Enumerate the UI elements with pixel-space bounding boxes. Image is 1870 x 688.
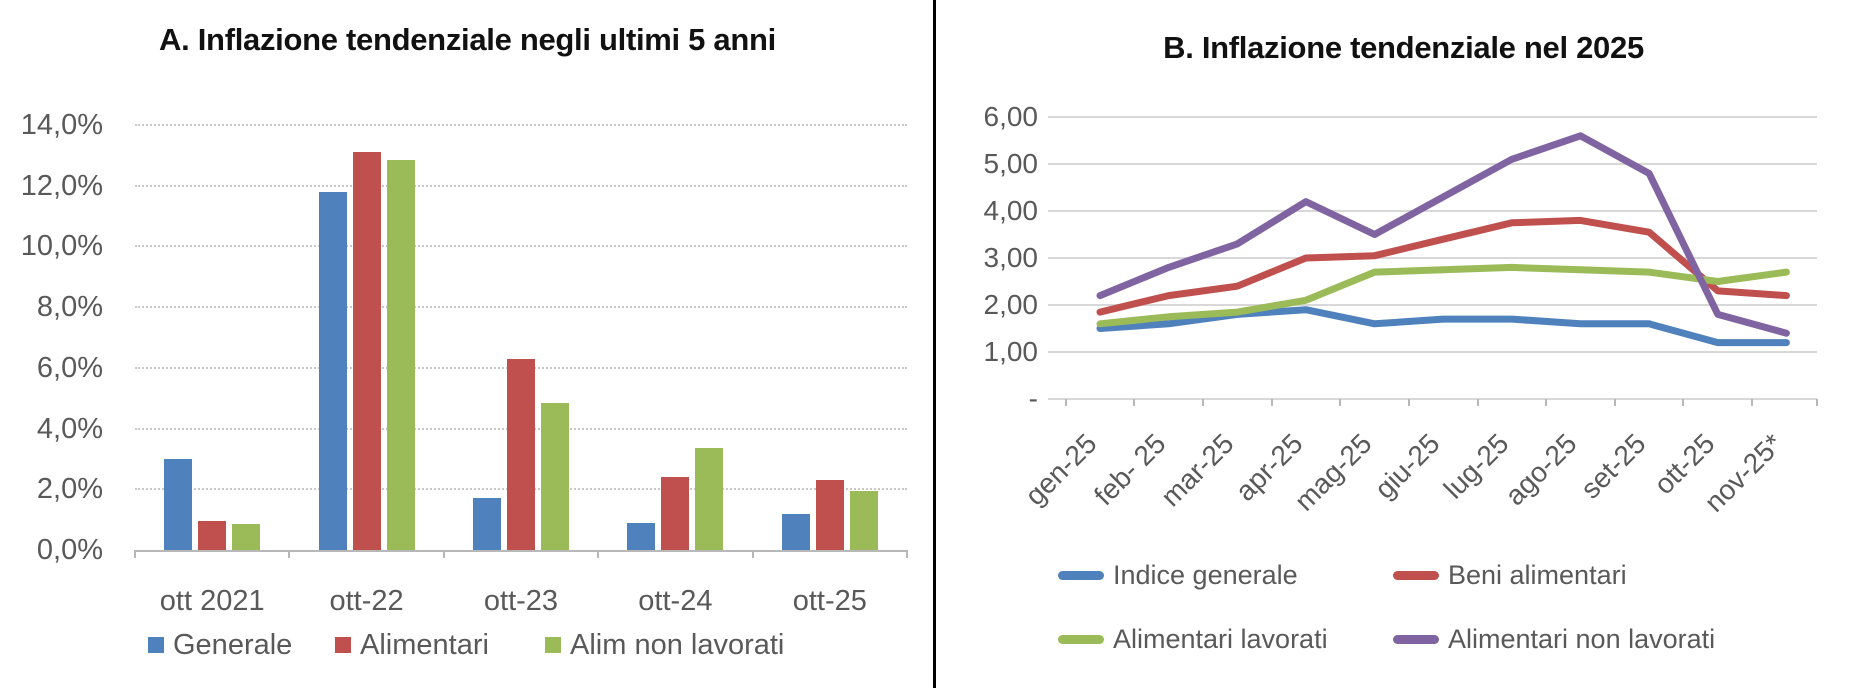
bar-alimentari-ott-24 bbox=[661, 477, 690, 550]
axis-tick bbox=[1339, 399, 1342, 406]
axis-tick bbox=[906, 550, 908, 558]
gridline bbox=[1048, 163, 1817, 165]
line-series-beni-alimentari bbox=[1096, 216, 1790, 316]
bar-alimentari-ott-25 bbox=[815, 480, 844, 550]
bar-generale-ott-2021 bbox=[164, 459, 193, 550]
legend-label: Alim non lavorati bbox=[570, 629, 785, 661]
y-axis-label: 10,0% bbox=[20, 230, 103, 263]
gridline bbox=[1048, 210, 1817, 212]
y-axis-label: 6,00 bbox=[983, 101, 1039, 132]
legend-label: Indice generale bbox=[1113, 560, 1298, 590]
axis-tick bbox=[1270, 399, 1273, 406]
legend-label: Alimentari bbox=[360, 629, 489, 661]
axis-tick bbox=[1545, 399, 1548, 406]
y-axis-label: 4,0% bbox=[36, 412, 103, 445]
legend-item-generale: Generale bbox=[148, 628, 292, 662]
y-axis-label: - bbox=[1028, 383, 1038, 414]
legend-item-alimentari: Alimentari bbox=[335, 628, 489, 662]
bar-alimentari-ott-22 bbox=[352, 152, 381, 550]
legend-label: Alimentari non lavorati bbox=[1448, 624, 1716, 654]
legend-swatch-beni-alimentari bbox=[1393, 570, 1439, 580]
line-series-indice-generale bbox=[1096, 306, 1790, 347]
y-axis-label: 3,00 bbox=[983, 242, 1039, 273]
axis-tick bbox=[134, 550, 136, 558]
y-axis-label: 14,0% bbox=[20, 109, 103, 141]
legend-swatch-alimentari-lavorati bbox=[1058, 634, 1104, 644]
axis-tick bbox=[1816, 399, 1818, 406]
legend-swatch-indice-generale bbox=[1058, 570, 1104, 580]
chart-a-bar-chart: 14,0% 12,0% 10,0% 8,0% 6,0% 4,0% 2,0% 0,0% ott 2… bbox=[20, 109, 908, 662]
x-axis-label: ott-25 bbox=[792, 585, 867, 617]
axis-tick bbox=[597, 550, 600, 558]
bar-generale-ott-22 bbox=[318, 192, 347, 550]
bar-alim-non-lavorati-ott-22 bbox=[386, 160, 415, 550]
line-series-alimentari-non-lavorati bbox=[1096, 132, 1790, 337]
legend-item-alimentari-non-lavorati: Alimentari non lavorati bbox=[1393, 622, 1715, 656]
legend-label: Beni alimentari bbox=[1448, 560, 1627, 590]
axis-tick bbox=[1064, 399, 1067, 406]
legend-item-alimentari-lavorati: Alimentari lavorati bbox=[1058, 622, 1328, 656]
axis-tick bbox=[1407, 399, 1410, 406]
legend-item-indice-generale: Indice generale bbox=[1058, 558, 1298, 592]
panel-divider bbox=[933, 0, 936, 688]
gridline bbox=[1048, 116, 1817, 118]
legend-swatch-alim-non-lavorati bbox=[545, 637, 561, 653]
gridline bbox=[135, 184, 907, 187]
legend-label: Generale bbox=[173, 629, 293, 661]
legend-swatch-alimentari-non-lavorati bbox=[1393, 634, 1439, 644]
legend-label: Alimentari lavorati bbox=[1113, 624, 1328, 654]
y-axis-label: 2,0% bbox=[36, 473, 103, 506]
axis-tick bbox=[1201, 399, 1204, 406]
line-plot bbox=[1096, 132, 1790, 347]
bar-generale-ott-23 bbox=[473, 498, 501, 550]
legend-swatch-alimentari bbox=[335, 637, 351, 653]
axis-tick bbox=[1682, 399, 1685, 406]
legend-swatch-generale bbox=[148, 637, 164, 653]
x-axis-label: ott 2021 bbox=[159, 585, 265, 617]
chart-a-title: A. Inflazione tendenziale negli ultimi 5… bbox=[159, 22, 776, 57]
legend-item-beni-alimentari: Beni alimentari bbox=[1393, 558, 1627, 592]
gridline bbox=[1048, 257, 1817, 259]
gridline bbox=[1048, 351, 1817, 353]
y-axis-label: 12,0% bbox=[20, 169, 103, 202]
bar-alim-non-lavorati-ott-24 bbox=[695, 448, 724, 550]
line-series-alimentari-lavorati bbox=[1096, 263, 1790, 328]
y-axis-label: 8,0% bbox=[36, 291, 103, 324]
y-axis-label: 0,0% bbox=[36, 534, 103, 566]
gridline bbox=[135, 306, 907, 309]
axis-tick bbox=[1613, 399, 1616, 406]
x-axis-label: ott-24 bbox=[638, 585, 713, 617]
axis-tick bbox=[1751, 399, 1754, 406]
y-axis-label: 2,00 bbox=[983, 289, 1039, 320]
gridline bbox=[1048, 304, 1817, 306]
axis-tick bbox=[751, 550, 754, 558]
bar-generale-ott-25 bbox=[781, 514, 810, 550]
axis-tick bbox=[1133, 399, 1136, 406]
y-axis-label: 1,00 bbox=[983, 336, 1039, 367]
bar-alimentari-ott-2021 bbox=[198, 521, 227, 550]
bar-generale-ott-24 bbox=[627, 523, 656, 550]
x-axis-label: ott-23 bbox=[483, 585, 559, 617]
bar-alim-non-lavorati-ott-2021 bbox=[232, 524, 261, 550]
bar-alim-non-lavorati-ott-23 bbox=[541, 403, 569, 550]
y-axis-label: 4,00 bbox=[983, 195, 1039, 226]
y-axis-label: 5,00 bbox=[983, 148, 1039, 179]
gridline bbox=[1048, 398, 1817, 400]
y-axis-label: 6,0% bbox=[36, 351, 103, 384]
legend-item-alim-non-lavorati: Alim non lavorati bbox=[545, 628, 784, 662]
axis-tick bbox=[1476, 399, 1479, 406]
x-axis-line bbox=[135, 550, 907, 552]
gridline bbox=[135, 124, 907, 126]
x-axis-label: ott-22 bbox=[329, 585, 404, 617]
axis-tick bbox=[442, 550, 445, 558]
axis-tick bbox=[288, 550, 291, 558]
bar-alim-non-lavorati-ott-25 bbox=[849, 491, 878, 550]
bar-alimentari-ott-23 bbox=[507, 359, 535, 550]
chart-b-title: B. Inflazione tendenziale nel 2025 bbox=[1163, 30, 1644, 65]
gridline bbox=[135, 245, 907, 248]
